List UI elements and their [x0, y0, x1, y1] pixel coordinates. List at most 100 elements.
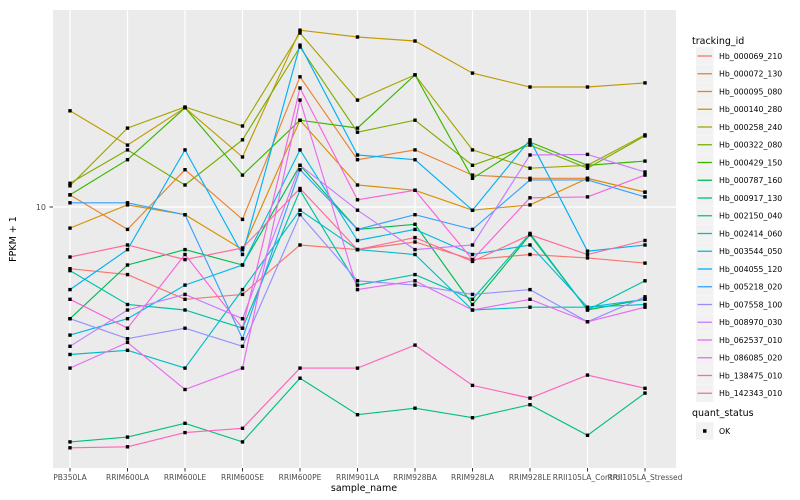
- data-point: [240, 124, 245, 128]
- quant-status-label: OK: [719, 427, 731, 436]
- data-point: [585, 249, 590, 253]
- data-point: [355, 198, 360, 202]
- data-point: [585, 373, 590, 377]
- legend-entry-Hb_000917_130: Hb_000917_130: [696, 189, 782, 207]
- data-point: [240, 138, 245, 142]
- data-point: [355, 366, 360, 370]
- data-point: [240, 292, 245, 297]
- data-point: [298, 213, 302, 217]
- data-point: [585, 305, 590, 309]
- data-point: [125, 263, 130, 267]
- data-point: [183, 148, 187, 152]
- legend-entry-label: Hb_000787_160: [719, 176, 782, 185]
- data-point: [643, 279, 647, 283]
- data-point: [643, 159, 647, 163]
- data-point: [585, 178, 590, 182]
- x-axis-title: sample_name: [331, 483, 397, 494]
- legend-entry-Hb_007558_100: Hb_007558_100: [696, 295, 782, 314]
- data-point: [355, 227, 360, 232]
- data-point: [240, 287, 245, 292]
- data-point: [470, 163, 475, 167]
- data-point: [183, 326, 187, 330]
- data-point: [240, 337, 245, 341]
- legend-entry-label: Hb_062537_010: [719, 336, 782, 345]
- data-point: [585, 166, 590, 170]
- data-point: [125, 243, 130, 247]
- legend-entry-label: Hb_002414_060: [719, 229, 782, 238]
- data-point: [528, 243, 532, 247]
- data-point: [585, 256, 590, 260]
- data-point: [355, 153, 360, 157]
- data-point: [183, 421, 187, 425]
- data-point: [643, 302, 647, 307]
- data-point: [528, 140, 532, 144]
- data-point: [183, 183, 187, 187]
- data-point: [355, 247, 360, 252]
- data-point: [528, 403, 532, 407]
- legend-entry-label: Hb_007558_100: [719, 300, 782, 309]
- data-point: [413, 252, 417, 257]
- data-point: [413, 158, 417, 162]
- data-point: [413, 240, 417, 244]
- data-point: [125, 340, 130, 345]
- legend-quant-status: OK: [696, 422, 731, 440]
- data-point: [528, 85, 532, 89]
- data-point: [355, 126, 360, 130]
- data-point: [413, 39, 417, 43]
- data-point: [528, 305, 532, 309]
- x-axis-tick-label-RRIM928BA: RRIM928BA: [393, 473, 438, 482]
- data-point: [413, 118, 417, 122]
- legend-entry-Hb_086085_020: Hb_086085_020: [696, 349, 782, 367]
- data-point: [470, 176, 475, 180]
- data-point: [643, 81, 647, 85]
- data-point: [298, 86, 302, 90]
- data-point: [413, 272, 417, 277]
- data-point: [355, 130, 360, 134]
- data-point: [240, 366, 245, 370]
- data-point: [643, 386, 647, 390]
- data-point: [68, 109, 72, 113]
- legend-tracking-id: Hb_000069_210 Hb_000072_130 Hb_000095_080 H…: [696, 47, 782, 402]
- data-point: [68, 193, 72, 197]
- x-axis-tick-label-RRII105LA_Control: RRII105LA_Control: [553, 473, 623, 482]
- legend-entry-Hb_003544_050: Hb_003544_050: [696, 242, 782, 260]
- data-point: [643, 243, 647, 247]
- data-point: [643, 305, 647, 309]
- y-axis-tick-label: 10: [36, 203, 46, 212]
- data-point: [183, 387, 187, 392]
- data-point: [470, 383, 475, 388]
- data-point: [413, 235, 417, 240]
- data-point: [298, 118, 302, 122]
- data-point: [413, 227, 417, 232]
- legend-entry-Hb_005218_020: Hb_005218_020: [696, 278, 782, 296]
- legend-entry-label: Hb_000322_080: [719, 141, 782, 150]
- data-point: [470, 308, 475, 312]
- data-point: [355, 98, 360, 102]
- data-point: [470, 252, 475, 257]
- legend-entry-label: Hb_000095_080: [719, 87, 782, 96]
- square-point-icon: [703, 429, 707, 433]
- data-point: [125, 158, 130, 162]
- data-point: [183, 168, 187, 172]
- data-point: [355, 283, 360, 287]
- data-point: [183, 292, 187, 297]
- x-axis-tick-label-RRIM600PE: RRIM600PE: [279, 473, 322, 482]
- data-point: [125, 308, 130, 312]
- data-point: [528, 287, 532, 292]
- data-point: [643, 134, 647, 138]
- data-point: [298, 163, 302, 167]
- data-point: [470, 259, 475, 264]
- data-point: [298, 243, 302, 247]
- data-point: [413, 73, 417, 77]
- data-point: [125, 272, 130, 277]
- legend-entry-Hb_000140_280: Hb_000140_280: [696, 100, 782, 118]
- legend-entry-Hb_002414_060: Hb_002414_060: [696, 224, 782, 243]
- data-point: [125, 227, 130, 232]
- data-point: [68, 317, 72, 321]
- data-point: [355, 238, 360, 243]
- data-point: [585, 433, 590, 437]
- data-point: [68, 201, 72, 205]
- data-point: [240, 344, 245, 348]
- legend-entry-Hb_000322_080: Hb_000322_080: [696, 136, 782, 154]
